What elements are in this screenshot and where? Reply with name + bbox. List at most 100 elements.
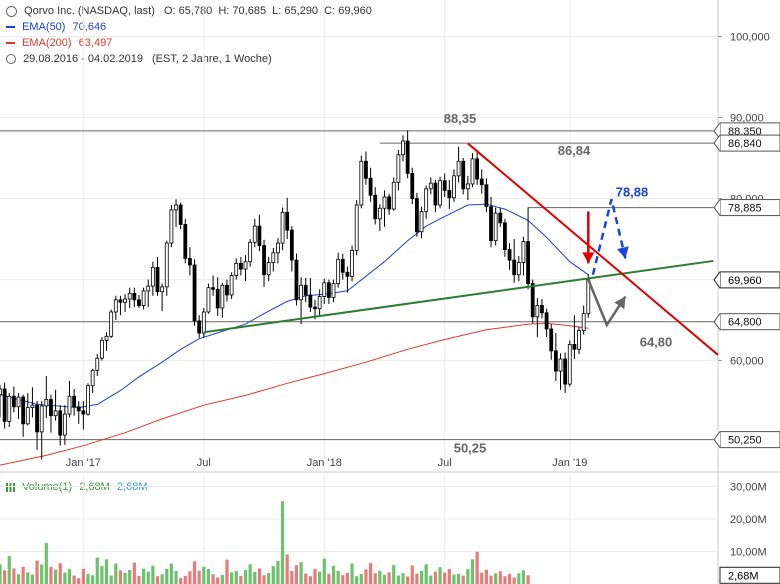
volume-bar <box>243 570 248 584</box>
candle <box>326 279 331 304</box>
candle-body-down <box>526 241 530 285</box>
candle-body-up <box>234 262 239 276</box>
candle <box>516 256 521 282</box>
candle <box>498 208 503 227</box>
volume-bar <box>169 563 173 584</box>
candle <box>183 218 188 264</box>
candle-body-down <box>313 306 317 310</box>
candle <box>581 305 586 335</box>
volume-bars-icon <box>6 482 15 492</box>
candle <box>447 179 452 210</box>
volume-bar <box>160 574 164 584</box>
volume-bar <box>21 566 25 584</box>
candle <box>465 175 470 201</box>
level-tag-pointer <box>713 431 721 448</box>
candle-body-up <box>95 357 100 371</box>
candle <box>503 218 507 257</box>
volume-bar <box>72 575 76 584</box>
candle <box>44 376 49 419</box>
candle <box>470 153 475 188</box>
candle <box>225 279 229 302</box>
last-price-tag: 69,960 <box>713 271 780 289</box>
ema200-label: EMA(200) <box>22 37 72 49</box>
candle-body-down <box>410 173 415 199</box>
volume-bar <box>67 569 72 584</box>
volume-bar <box>95 557 99 584</box>
candle <box>81 401 86 430</box>
candle-body-up <box>354 204 359 251</box>
volume-bar <box>373 573 377 584</box>
gray-projection-arrow <box>587 279 627 328</box>
candle <box>234 258 239 280</box>
volume-bar <box>114 563 118 584</box>
candle-body-up <box>44 399 49 407</box>
volume-bar <box>267 572 271 584</box>
candle-body-up <box>229 275 234 296</box>
candle-body-down <box>11 395 16 408</box>
candle-body-up <box>150 267 155 287</box>
ema50-line <box>0 203 589 409</box>
candle-body-up <box>493 212 498 242</box>
candle <box>484 178 489 213</box>
volume-bar <box>234 571 238 584</box>
volume-bar <box>262 575 266 584</box>
candle <box>76 401 81 424</box>
candle <box>331 279 336 303</box>
volume-bar <box>494 573 498 584</box>
candle-body-up <box>248 241 253 263</box>
volume-bar <box>86 573 90 584</box>
candle-body-up <box>201 311 206 334</box>
candle <box>160 283 165 312</box>
volume-bar <box>392 565 396 584</box>
level-price-tag: 50,250 <box>713 431 780 449</box>
candle <box>558 353 563 390</box>
y-tick-label: 90,000 <box>730 113 764 125</box>
volume-bar <box>206 569 211 584</box>
candle <box>452 169 456 202</box>
candle <box>405 130 410 179</box>
trendlines <box>203 142 719 356</box>
last-tag-pointer <box>713 271 721 289</box>
level-tag-pointer <box>713 313 721 331</box>
candle <box>345 266 350 293</box>
settings-gear-icon[interactable] <box>6 5 17 17</box>
candle <box>391 177 396 211</box>
candle-body-down <box>484 184 489 208</box>
candle-body-up <box>331 283 336 298</box>
volume-bar <box>174 571 178 584</box>
candle <box>211 275 215 296</box>
volume-bar <box>91 575 95 584</box>
candle <box>415 192 419 237</box>
x-tick-label: Jul <box>197 457 211 469</box>
volume-tick-label: 30,00M <box>730 482 767 494</box>
candle <box>299 277 303 325</box>
instrument-title: Qorvo Inc. (NASDAQ, last) <box>24 5 155 17</box>
level-tag-label: 86,840 <box>728 138 762 150</box>
candle-body-down <box>415 198 419 233</box>
candle-body-up <box>67 395 72 415</box>
candle-body-up <box>123 298 127 303</box>
volume-bar <box>100 566 104 584</box>
candle <box>215 277 220 317</box>
volume-bar <box>382 574 387 584</box>
candle <box>100 337 104 361</box>
candle <box>86 383 90 416</box>
candle <box>285 197 290 240</box>
candle-body-up <box>456 160 461 177</box>
ema200-line <box>0 322 589 466</box>
candle <box>178 202 183 230</box>
candle-body-down <box>507 249 512 261</box>
volume-bar <box>331 565 336 584</box>
candle <box>220 282 225 318</box>
candle-body-down <box>489 206 493 242</box>
volume-bar <box>350 563 354 584</box>
volume-bar <box>104 559 109 584</box>
candle <box>238 256 243 276</box>
candle <box>90 368 95 394</box>
candle-body-down <box>178 204 183 225</box>
candle-body-up <box>401 140 405 156</box>
ema50-label: EMA(50) <box>22 21 66 33</box>
candle-body-up <box>90 369 95 387</box>
